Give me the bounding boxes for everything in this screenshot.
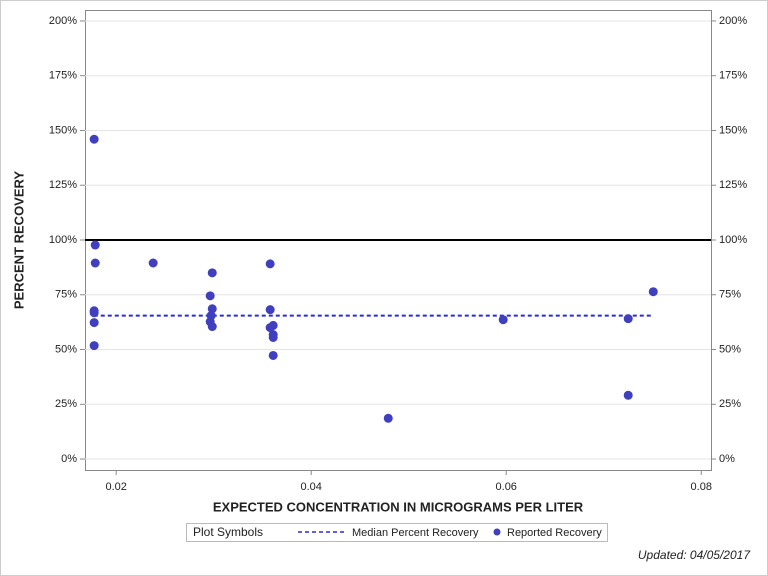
data-point (623, 390, 633, 400)
legend-swatch (493, 528, 501, 536)
data-point (383, 413, 393, 423)
data-point (207, 304, 217, 314)
y2-tick-label: 75% (719, 289, 741, 301)
data-point (207, 268, 217, 278)
data-point (265, 305, 275, 315)
y-tick-label: 50% (55, 343, 77, 355)
data-point (265, 259, 275, 269)
y2-tick-label: 125% (719, 179, 747, 191)
legend-label: Reported Recovery (507, 527, 602, 539)
data-point (648, 287, 658, 297)
y2-tick-label: 100% (719, 234, 747, 246)
data-point (268, 320, 278, 330)
data-point (148, 258, 158, 268)
data-point (89, 341, 99, 351)
y-tick-label: 200% (49, 15, 77, 27)
data-point (90, 240, 100, 250)
y-tick-label: 100% (49, 234, 77, 246)
y-tick-label: 125% (49, 179, 77, 191)
data-point (623, 314, 633, 324)
x-tick-label: 0.06 (496, 481, 517, 493)
data-point (89, 318, 99, 328)
y-tick-label: 0% (61, 453, 77, 465)
y2-tick-label: 25% (719, 398, 741, 410)
footnote: Updated: 04/05/2017 (638, 548, 751, 562)
data-point (90, 258, 100, 268)
y2-tick-label: 175% (719, 70, 747, 82)
data-point (498, 315, 508, 325)
y2-tick-label: 0% (719, 453, 735, 465)
y2-tick-label: 150% (719, 124, 747, 136)
data-point (89, 134, 99, 144)
y-tick-label: 75% (55, 289, 77, 301)
data-point (268, 332, 278, 342)
y-tick-label: 150% (49, 124, 77, 136)
data-point (207, 322, 217, 332)
x-tick-label: 0.08 (691, 481, 712, 493)
y-axis-label: PERCENT RECOVERY (11, 171, 26, 310)
x-tick-label: 0.04 (301, 481, 322, 493)
y-tick-label: 175% (49, 70, 77, 82)
legend-label: Median Percent Recovery (352, 527, 479, 539)
x-tick-label: 0.02 (105, 481, 126, 493)
data-point (89, 308, 99, 318)
x-axis-label: EXPECTED CONCENTRATION IN MICROGRAMS PER… (213, 499, 584, 514)
legend-box (186, 523, 608, 542)
y2-tick-label: 50% (719, 343, 741, 355)
data-point (268, 350, 278, 360)
y2-tick-label: 200% (719, 15, 747, 27)
y-tick-label: 25% (55, 398, 77, 410)
data-point (205, 291, 215, 301)
legend-title: Plot Symbols (193, 525, 263, 539)
